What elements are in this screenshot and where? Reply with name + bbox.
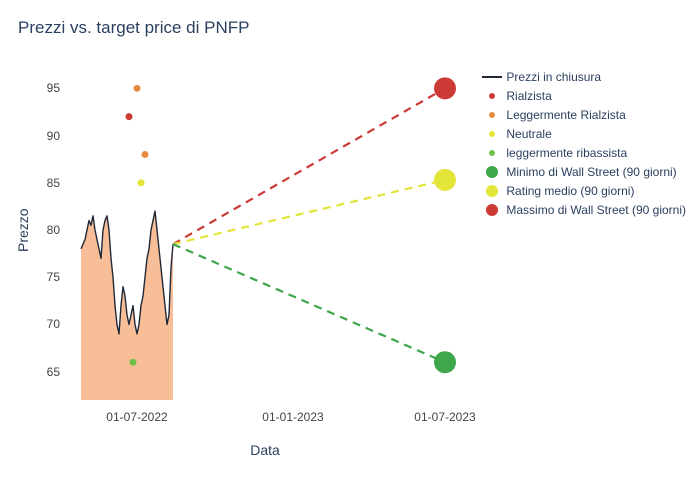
legend-label: Neutrale xyxy=(506,125,551,143)
leggermente-ribassista-marker xyxy=(130,359,137,366)
rialzista-marker xyxy=(126,113,133,120)
projection-line-medio xyxy=(173,180,445,244)
projection-marker-massimo xyxy=(434,77,456,99)
y-tick: 80 xyxy=(34,223,60,237)
legend-label: Rialzista xyxy=(506,87,551,105)
legend-item[interactable]: Massimo di Wall Street (90 giorni) xyxy=(482,201,686,219)
y-tick: 70 xyxy=(34,317,60,331)
y-axis-label: Prezzo xyxy=(15,60,29,400)
plot-area xyxy=(65,60,465,400)
chart-title: Prezzi vs. target price di PNFP xyxy=(18,18,249,38)
y-tick: 90 xyxy=(34,129,60,143)
chart-container: Prezzi vs. target price di PNFP Prezzo 6… xyxy=(0,0,700,500)
legend-item[interactable]: Leggermente Rialzista xyxy=(482,106,686,124)
legend-marker xyxy=(482,131,502,137)
legend-marker xyxy=(482,76,502,78)
legend-marker xyxy=(482,93,502,99)
x-axis-label: Data xyxy=(65,442,465,458)
legend-label: leggermente ribassista xyxy=(506,144,627,162)
projection-line-massimo xyxy=(173,88,445,244)
y-tick: 85 xyxy=(34,176,60,190)
x-tick: 01-07-2022 xyxy=(106,410,167,424)
legend-marker xyxy=(482,166,502,178)
legend-item[interactable]: Neutrale xyxy=(482,125,686,143)
legend-item[interactable]: Rialzista xyxy=(482,87,686,105)
neutrale-marker xyxy=(138,179,145,186)
legend: Prezzi in chiusuraRialzistaLeggermente R… xyxy=(482,68,686,220)
y-tick: 95 xyxy=(34,81,60,95)
legend-item[interactable]: Minimo di Wall Street (90 giorni) xyxy=(482,163,686,181)
legend-label: Minimo di Wall Street (90 giorni) xyxy=(506,163,676,181)
legend-label: Leggermente Rialzista xyxy=(506,106,625,124)
legend-label: Massimo di Wall Street (90 giorni) xyxy=(506,201,686,219)
leggermente-rialzista-marker-2 xyxy=(142,151,149,158)
leggermente-rialzista-marker xyxy=(134,85,141,92)
y-tick: 65 xyxy=(34,365,60,379)
x-tick: 01-01-2023 xyxy=(262,410,323,424)
legend-label: Prezzi in chiusura xyxy=(506,68,601,86)
projection-line-minimo xyxy=(173,244,445,362)
x-tick: 01-07-2023 xyxy=(414,410,475,424)
legend-marker xyxy=(482,185,502,197)
legend-item[interactable]: Prezzi in chiusura xyxy=(482,68,686,86)
legend-marker xyxy=(482,112,502,118)
projection-marker-medio xyxy=(434,169,456,191)
legend-item[interactable]: Rating medio (90 giorni) xyxy=(482,182,686,200)
legend-marker xyxy=(482,204,502,216)
closing-area xyxy=(81,211,173,400)
y-tick: 75 xyxy=(34,270,60,284)
legend-label: Rating medio (90 giorni) xyxy=(506,182,634,200)
legend-item[interactable]: leggermente ribassista xyxy=(482,144,686,162)
projection-marker-minimo xyxy=(434,351,456,373)
legend-marker xyxy=(482,150,502,156)
